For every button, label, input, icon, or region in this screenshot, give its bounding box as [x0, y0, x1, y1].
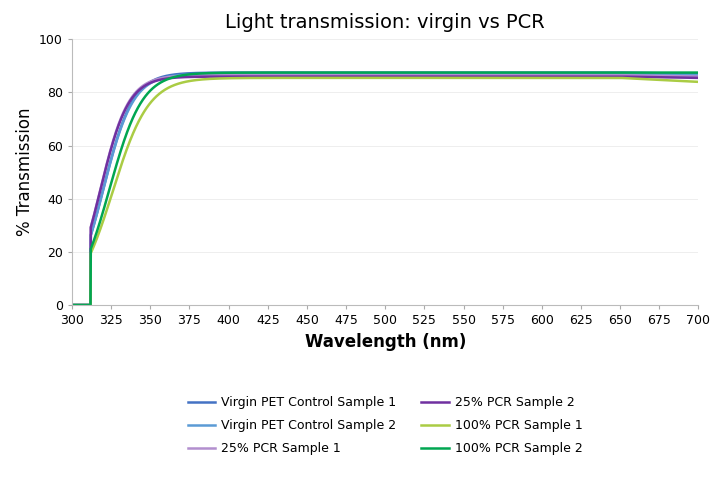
Virgin PET Control Sample 1	[561, 70, 570, 76]
Line: 25% PCR Sample 2: 25% PCR Sample 2	[72, 77, 698, 305]
100% PCR Sample 2	[694, 69, 703, 75]
Line: 100% PCR Sample 2: 100% PCR Sample 2	[72, 72, 698, 305]
Virgin PET Control Sample 1	[356, 70, 364, 76]
25% PCR Sample 1	[561, 72, 570, 78]
Y-axis label: % Transmission: % Transmission	[16, 108, 34, 237]
Virgin PET Control Sample 2	[68, 302, 76, 308]
Virgin PET Control Sample 1	[613, 70, 621, 76]
25% PCR Sample 2	[694, 75, 703, 81]
Virgin PET Control Sample 2	[99, 184, 108, 190]
Virgin PET Control Sample 1	[68, 302, 76, 308]
100% PCR Sample 1	[676, 78, 685, 84]
25% PCR Sample 2	[68, 302, 76, 308]
Title: Light transmission: virgin vs PCR: Light transmission: virgin vs PCR	[225, 13, 545, 32]
100% PCR Sample 2	[356, 70, 364, 76]
100% PCR Sample 2	[68, 302, 76, 308]
X-axis label: Wavelength (nm): Wavelength (nm)	[305, 333, 466, 351]
100% PCR Sample 1	[356, 75, 364, 81]
25% PCR Sample 1	[68, 302, 76, 308]
100% PCR Sample 2	[675, 70, 684, 76]
25% PCR Sample 2	[676, 75, 685, 81]
Virgin PET Control Sample 2	[561, 71, 570, 77]
100% PCR Sample 1	[372, 75, 381, 81]
Line: 100% PCR Sample 1: 100% PCR Sample 1	[72, 78, 698, 305]
25% PCR Sample 1	[372, 72, 381, 78]
25% PCR Sample 1	[614, 72, 623, 78]
Virgin PET Control Sample 2	[372, 71, 381, 77]
Virgin PET Control Sample 2	[694, 72, 703, 78]
Legend: Virgin PET Control Sample 1, Virgin PET Control Sample 2, 25% PCR Sample 1, 25% : Virgin PET Control Sample 1, Virgin PET …	[182, 391, 588, 460]
Virgin PET Control Sample 2	[613, 71, 621, 77]
100% PCR Sample 2	[692, 69, 701, 75]
25% PCR Sample 2	[356, 74, 364, 80]
100% PCR Sample 1	[694, 79, 703, 85]
Virgin PET Control Sample 2	[676, 72, 685, 78]
Virgin PET Control Sample 2	[676, 72, 685, 78]
Line: Virgin PET Control Sample 2: Virgin PET Control Sample 2	[72, 74, 698, 305]
100% PCR Sample 1	[561, 75, 570, 81]
Virgin PET Control Sample 1	[99, 184, 108, 189]
25% PCR Sample 2	[614, 74, 623, 80]
Virgin PET Control Sample 1	[676, 71, 685, 77]
Virgin PET Control Sample 1	[694, 71, 703, 77]
100% PCR Sample 2	[676, 70, 685, 76]
100% PCR Sample 1	[68, 302, 76, 308]
25% PCR Sample 1	[676, 73, 685, 79]
25% PCR Sample 1	[356, 72, 364, 78]
25% PCR Sample 1	[676, 73, 685, 79]
100% PCR Sample 2	[99, 206, 108, 212]
100% PCR Sample 2	[561, 70, 570, 76]
25% PCR Sample 2	[676, 75, 685, 81]
25% PCR Sample 2	[561, 74, 570, 80]
Virgin PET Control Sample 2	[356, 71, 364, 77]
100% PCR Sample 1	[99, 215, 108, 221]
100% PCR Sample 1	[616, 75, 624, 81]
25% PCR Sample 1	[99, 172, 108, 178]
Virgin PET Control Sample 1	[676, 71, 685, 77]
Line: Virgin PET Control Sample 1: Virgin PET Control Sample 1	[72, 73, 698, 305]
100% PCR Sample 1	[676, 78, 685, 84]
Line: 25% PCR Sample 1: 25% PCR Sample 1	[72, 75, 698, 305]
Virgin PET Control Sample 1	[372, 70, 381, 76]
100% PCR Sample 2	[372, 70, 381, 76]
25% PCR Sample 2	[99, 173, 108, 179]
25% PCR Sample 2	[372, 74, 381, 80]
25% PCR Sample 1	[694, 74, 703, 80]
